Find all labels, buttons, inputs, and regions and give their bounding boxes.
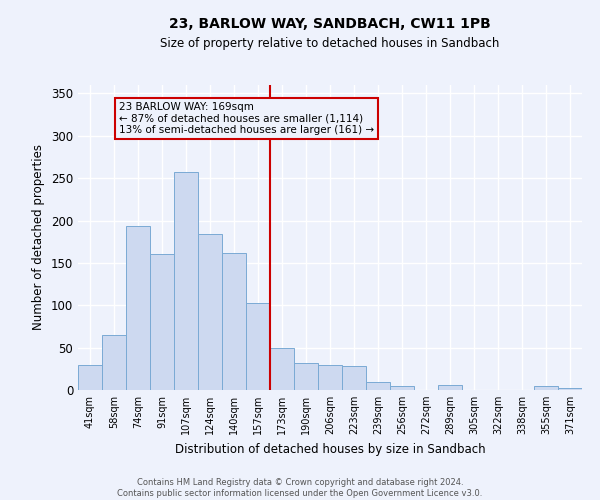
Bar: [174, 172, 198, 390]
Bar: [102, 335, 126, 390]
Bar: [150, 254, 174, 390]
Bar: [342, 366, 366, 390]
Bar: [222, 253, 246, 390]
Text: 23 BARLOW WAY: 169sqm
← 87% of detached houses are smaller (1,114)
13% of semi-d: 23 BARLOW WAY: 169sqm ← 87% of detached …: [119, 102, 374, 135]
Bar: [366, 382, 390, 390]
Bar: [558, 388, 582, 390]
Bar: [438, 385, 462, 390]
Bar: [78, 364, 102, 390]
Bar: [246, 302, 270, 390]
Bar: [198, 234, 222, 390]
Text: Contains HM Land Registry data © Crown copyright and database right 2024.
Contai: Contains HM Land Registry data © Crown c…: [118, 478, 482, 498]
Bar: [534, 386, 558, 390]
Bar: [270, 348, 294, 390]
Text: 23, BARLOW WAY, SANDBACH, CW11 1PB: 23, BARLOW WAY, SANDBACH, CW11 1PB: [169, 18, 491, 32]
Bar: [318, 364, 342, 390]
Bar: [294, 363, 318, 390]
Bar: [390, 386, 414, 390]
X-axis label: Distribution of detached houses by size in Sandbach: Distribution of detached houses by size …: [175, 442, 485, 456]
Y-axis label: Number of detached properties: Number of detached properties: [32, 144, 46, 330]
Text: Size of property relative to detached houses in Sandbach: Size of property relative to detached ho…: [160, 38, 500, 51]
Bar: [126, 226, 150, 390]
